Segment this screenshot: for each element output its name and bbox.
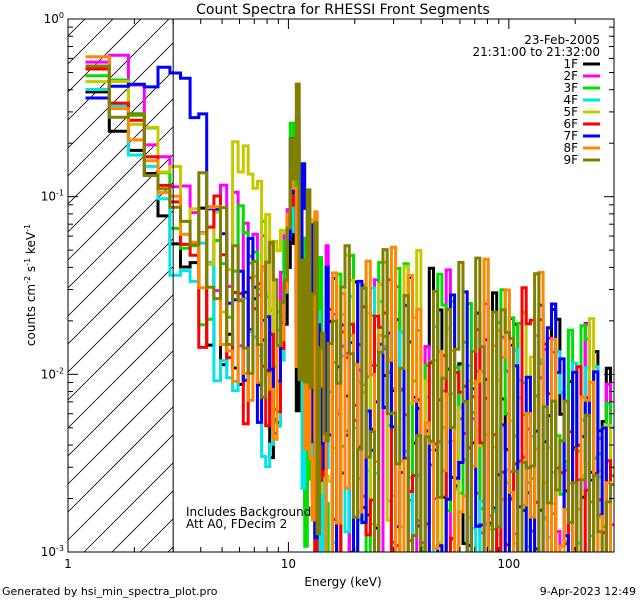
y-tick-label: 10-2 <box>41 366 64 381</box>
legend-label: 6F <box>563 117 578 131</box>
hatch-line <box>68 322 174 429</box>
legend-label: 8F <box>563 141 578 155</box>
annotation-attenuator: Att A0, FDecim 2 <box>186 517 287 531</box>
hatch-line <box>68 238 174 345</box>
time-range-label: 21:31:00 to 21:32:00 <box>473 45 600 59</box>
y-tick-labels: 10-3 10-2 10-1 100 <box>41 11 64 559</box>
hatch-line <box>68 19 86 37</box>
hatch-line <box>68 294 174 401</box>
y-tick-label: 100 <box>44 11 64 26</box>
axis-ticks <box>67 18 615 553</box>
chart-title: Count Spectra for RHESSI Front Segments <box>196 2 490 18</box>
hatch-line <box>68 266 174 373</box>
legend-label: 3F <box>563 81 578 95</box>
legend-label: 7F <box>563 129 578 143</box>
plot-frame <box>67 18 615 553</box>
legend-label: 4F <box>563 93 578 107</box>
legend-label: 1F <box>563 57 578 71</box>
footer-generated-by: Generated by hsi_min_spectra_plot.pro <box>2 585 218 598</box>
hatch-line <box>68 406 174 513</box>
hatch-line <box>68 182 174 289</box>
legend-label: 5F <box>563 105 578 119</box>
legend-label: 2F <box>563 69 578 83</box>
hatch-line <box>68 378 174 485</box>
legend-label: 9F <box>563 153 578 167</box>
annotation-background: Includes Background <box>186 505 311 519</box>
x-tick-labels: 1 10 100 <box>64 557 520 571</box>
hatch-line <box>68 350 174 457</box>
x-axis-label: Energy (keV) <box>304 575 381 589</box>
hatch-line <box>68 19 114 65</box>
hatch-line <box>83 462 174 552</box>
x-tick-label: 1 <box>64 557 72 571</box>
hatch-line <box>68 434 174 541</box>
footer-timestamp: 9-Apr-2023 12:49 <box>540 585 636 598</box>
hatch-line <box>68 19 170 121</box>
x-tick-label: 10 <box>281 557 296 571</box>
hatch-line <box>139 518 174 552</box>
date-label: 23-Feb-2005 <box>524 33 600 47</box>
hatch-line <box>111 490 174 552</box>
hatch-line <box>167 546 174 552</box>
y-tick-label: 10-1 <box>41 189 64 204</box>
hatched-region <box>68 19 174 552</box>
y-axis-label: counts cm-2 s-1 keV-1 <box>23 224 38 346</box>
series-line-9F <box>85 64 614 552</box>
x-tick-label: 100 <box>497 557 520 571</box>
hatch-line <box>68 98 174 205</box>
y-tick-label: 10-3 <box>41 544 64 559</box>
hatch-line <box>68 42 174 149</box>
hatch-line <box>68 210 174 317</box>
